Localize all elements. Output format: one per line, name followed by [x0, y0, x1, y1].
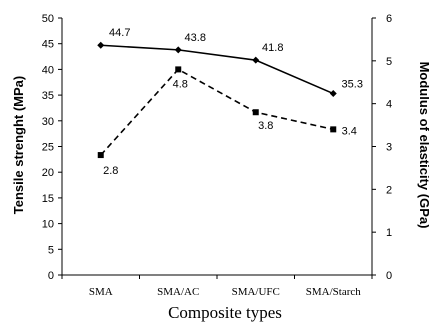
data-label: 41.8: [262, 42, 283, 54]
data-point-diamond: [97, 41, 105, 49]
x-tick-label: SMA/UFC: [232, 286, 280, 298]
x-axis-title: Composite types: [168, 303, 282, 322]
data-label: 44.7: [109, 27, 130, 39]
data-label: 3.8: [258, 120, 273, 132]
series-line-tensile-strength: [100, 44, 334, 95]
x-axis: SMA SMA/AC SMA/UFC SMA/Starch: [61, 274, 373, 298]
left-tick-label: 35: [42, 90, 54, 102]
left-axis: 0 5 10 15 20 25 30 35 40 45 50: [42, 13, 63, 282]
label-layer: 44.7 43.8 41.8 35.3 2.8 4.8 3.8 3.4: [103, 27, 363, 177]
right-tick-label: 0: [386, 270, 392, 282]
right-tick-label: 4: [386, 99, 392, 111]
y-axis-title-right: Modulus of elasticity (GPa): [417, 62, 429, 229]
left-tick-label: 50: [42, 13, 54, 25]
data-point-diamond: [329, 90, 337, 98]
data-point-diamond: [174, 46, 182, 54]
data-label: 35.3: [342, 79, 363, 91]
left-tick-label: 10: [42, 219, 54, 231]
data-point-diamond: [252, 56, 260, 64]
x-tick-label: SMA/Starch: [306, 286, 362, 298]
x-tick-label: SMA: [89, 286, 113, 298]
right-tick-label: 5: [386, 56, 392, 68]
left-tick-label: 15: [42, 193, 54, 205]
series-line-modulus: [100, 68, 334, 156]
data-point-square: [97, 152, 104, 159]
left-tick-label: 5: [48, 244, 54, 256]
right-tick-label: 3: [386, 142, 392, 154]
data-label: 3.4: [342, 125, 357, 137]
y-axis-title-left: Tensile strenght (MPa): [11, 76, 26, 214]
left-tick-label: 40: [42, 64, 54, 76]
series-layer: [97, 41, 337, 159]
left-tick-label: 30: [42, 116, 54, 128]
data-label: 4.8: [173, 78, 188, 90]
right-axis: 0 1 2 3 4 5 6: [371, 13, 392, 282]
data-label: 2.8: [103, 165, 118, 177]
left-tick-label: 25: [42, 142, 54, 154]
data-point-square: [330, 126, 337, 133]
data-point-square: [252, 109, 259, 116]
data-point-square: [175, 66, 182, 73]
right-tick-label: 2: [386, 184, 392, 196]
left-tick-label: 0: [48, 270, 54, 282]
right-tick-label: 6: [386, 13, 392, 25]
x-tick-label: SMA/AC: [157, 286, 199, 298]
left-tick-label: 45: [42, 39, 54, 51]
data-label: 43.8: [185, 32, 206, 44]
left-tick-label: 20: [42, 167, 54, 179]
right-tick-label: 1: [386, 227, 392, 239]
